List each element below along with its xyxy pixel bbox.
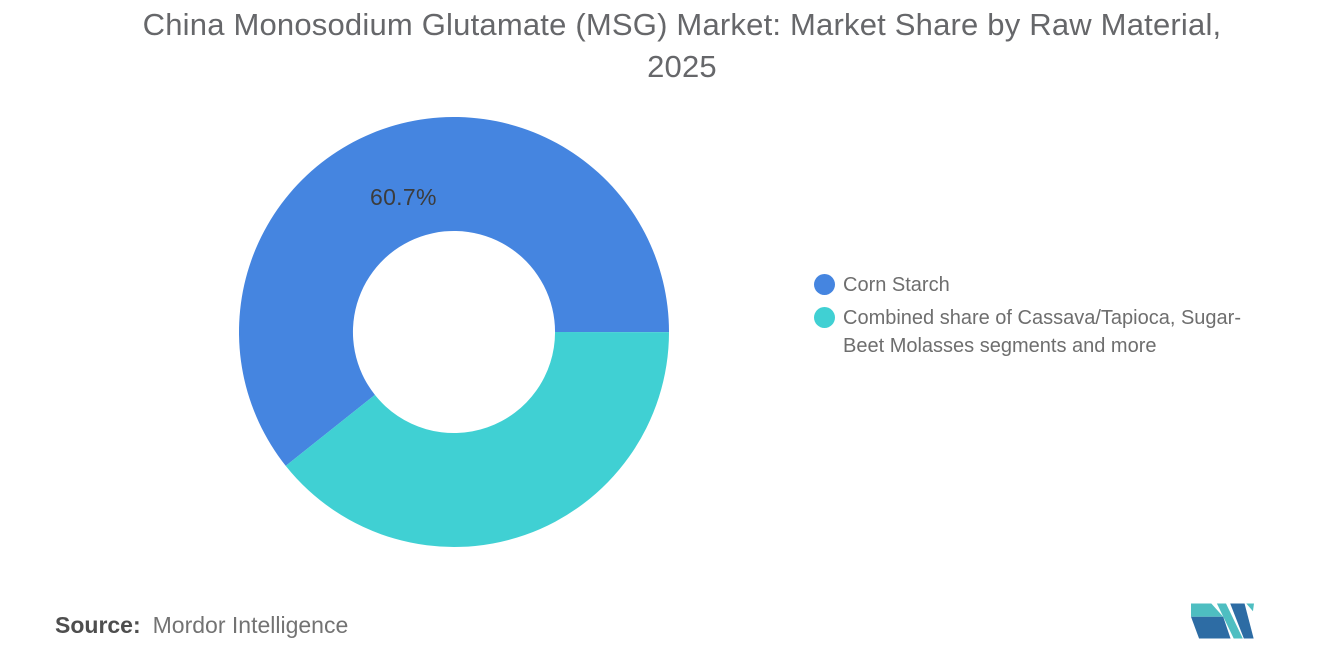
source-line: Source: Mordor Intelligence (55, 612, 348, 639)
legend-item-combined-share[interactable]: Combined share of Cassava/Tapioca, Sugar… (814, 304, 1263, 360)
chart-title-line1: China Monosodium Glutamate (MSG) Market:… (142, 7, 1222, 42)
legend-label: Corn Starch (843, 274, 950, 296)
mordor-intelligence-logo (1191, 603, 1254, 639)
donut-slice[interactable] (239, 117, 669, 466)
legend-item-corn-starch[interactable]: Corn Starch (814, 271, 1263, 299)
donut-slice[interactable] (285, 332, 669, 547)
chart-title-line2: 2025 (647, 49, 717, 84)
slice-data-label: 60.7% (370, 184, 437, 210)
chart-title: China Monosodium Glutamate (MSG) Market:… (132, 4, 1232, 88)
source-label: Source: (55, 612, 141, 638)
legend-marker-icon (814, 307, 835, 328)
source-value: Mordor Intelligence (152, 612, 349, 638)
legend-label: Combined share of Cassava/Tapioca, Sugar… (843, 307, 1241, 357)
donut-chart: 60.7% (239, 117, 669, 547)
legend-marker-icon (814, 274, 835, 295)
donut-svg (239, 117, 669, 547)
legend: Corn Starch Combined share of Cassava/Ta… (814, 271, 1263, 365)
